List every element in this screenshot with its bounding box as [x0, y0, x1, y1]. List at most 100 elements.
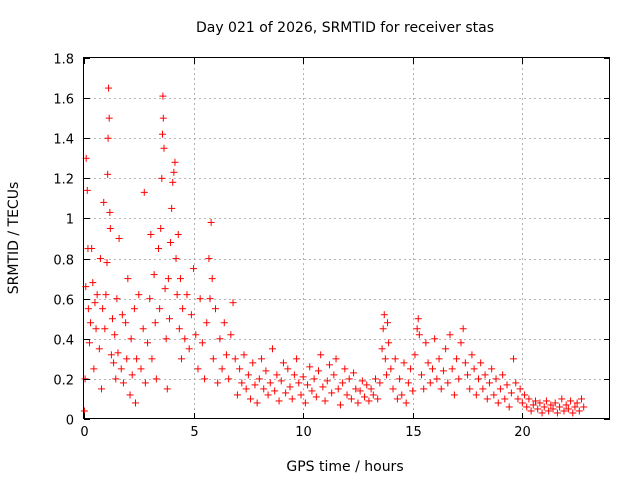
data-point — [488, 365, 496, 373]
data-point — [562, 401, 570, 409]
data-point — [409, 387, 417, 395]
data-point — [481, 371, 489, 379]
data-point — [229, 299, 237, 307]
data-point — [93, 291, 101, 299]
data-point — [130, 305, 138, 313]
data-point — [343, 391, 351, 399]
data-point — [102, 291, 110, 299]
data-point — [127, 335, 135, 343]
data-point — [354, 399, 362, 407]
y-tick-label: 0.4 — [53, 334, 74, 349]
data-point — [518, 399, 526, 407]
data-point — [118, 311, 126, 319]
data-point — [208, 275, 216, 283]
grid-lines — [84, 58, 610, 419]
data-point — [144, 339, 152, 347]
data-point — [209, 355, 217, 363]
data-point — [531, 397, 539, 405]
data-point — [413, 325, 421, 333]
data-point — [112, 375, 120, 383]
data-point — [123, 355, 131, 363]
data-point — [523, 403, 531, 411]
data-point — [457, 339, 465, 347]
data-point — [266, 379, 274, 387]
x-tick-labels: 0 5 10 15 20 — [80, 425, 530, 440]
data-point — [111, 331, 119, 339]
data-point — [510, 355, 518, 363]
y-tick-label: 1.8 — [53, 53, 74, 68]
data-point — [374, 395, 382, 403]
data-point — [352, 385, 360, 393]
data-point — [155, 245, 163, 253]
data-point — [516, 385, 524, 393]
data-point — [558, 395, 566, 403]
y-tick-label: 0 — [66, 414, 74, 429]
data-point — [453, 355, 461, 363]
y-tick-label: 1.6 — [53, 93, 74, 108]
data-point — [141, 379, 149, 387]
data-point — [341, 365, 349, 373]
data-point — [251, 381, 259, 389]
data-point — [414, 315, 422, 323]
data-point — [146, 295, 154, 303]
data-point — [564, 405, 572, 413]
y-tick-label: 1.4 — [53, 133, 74, 148]
data-point — [179, 305, 187, 313]
data-point — [402, 399, 410, 407]
data-point — [442, 345, 450, 353]
data-point — [485, 379, 493, 387]
data-point — [132, 399, 140, 407]
data-point — [312, 393, 320, 401]
x-tick-label: 5 — [190, 425, 198, 440]
data-point — [525, 395, 533, 403]
data-point — [187, 311, 195, 319]
data-point — [356, 387, 364, 395]
data-point — [113, 295, 121, 303]
data-point — [100, 198, 108, 206]
data-point — [468, 351, 476, 359]
data-point — [137, 365, 145, 373]
data-point — [400, 359, 408, 367]
data-point — [150, 271, 158, 279]
data-point — [231, 355, 239, 363]
data-point — [258, 355, 266, 363]
data-point — [91, 299, 99, 307]
data-point — [240, 351, 248, 359]
data-point — [288, 395, 296, 403]
data-point — [84, 305, 92, 313]
data-point — [573, 399, 581, 407]
data-point — [107, 351, 115, 359]
data-point — [168, 204, 176, 212]
data-point — [253, 399, 261, 407]
data-point — [104, 170, 112, 178]
data-point — [104, 134, 112, 142]
data-point — [479, 385, 487, 393]
data-point — [424, 359, 432, 367]
y-tick-label: 0.2 — [53, 374, 74, 389]
data-point — [206, 295, 214, 303]
data-point — [521, 391, 529, 399]
data-point — [358, 377, 366, 385]
data-point — [553, 409, 561, 417]
data-point — [505, 403, 513, 411]
data-point — [384, 319, 392, 327]
data-point — [571, 403, 579, 411]
data-point — [115, 235, 123, 242]
data-point — [310, 375, 318, 383]
data-point — [128, 371, 136, 379]
y-tick-label: 0.8 — [53, 254, 74, 269]
data-point — [578, 395, 586, 403]
data-point — [339, 379, 347, 387]
data-point — [317, 351, 325, 359]
data-point — [503, 381, 511, 389]
data-point — [319, 383, 327, 391]
data-point — [157, 224, 165, 232]
data-point — [162, 335, 170, 343]
data-point — [382, 371, 390, 379]
data-point — [158, 130, 166, 138]
data-point — [271, 387, 279, 395]
data-point — [268, 345, 276, 353]
data-point — [105, 114, 113, 122]
data-point — [99, 305, 107, 313]
data-point — [101, 325, 109, 333]
